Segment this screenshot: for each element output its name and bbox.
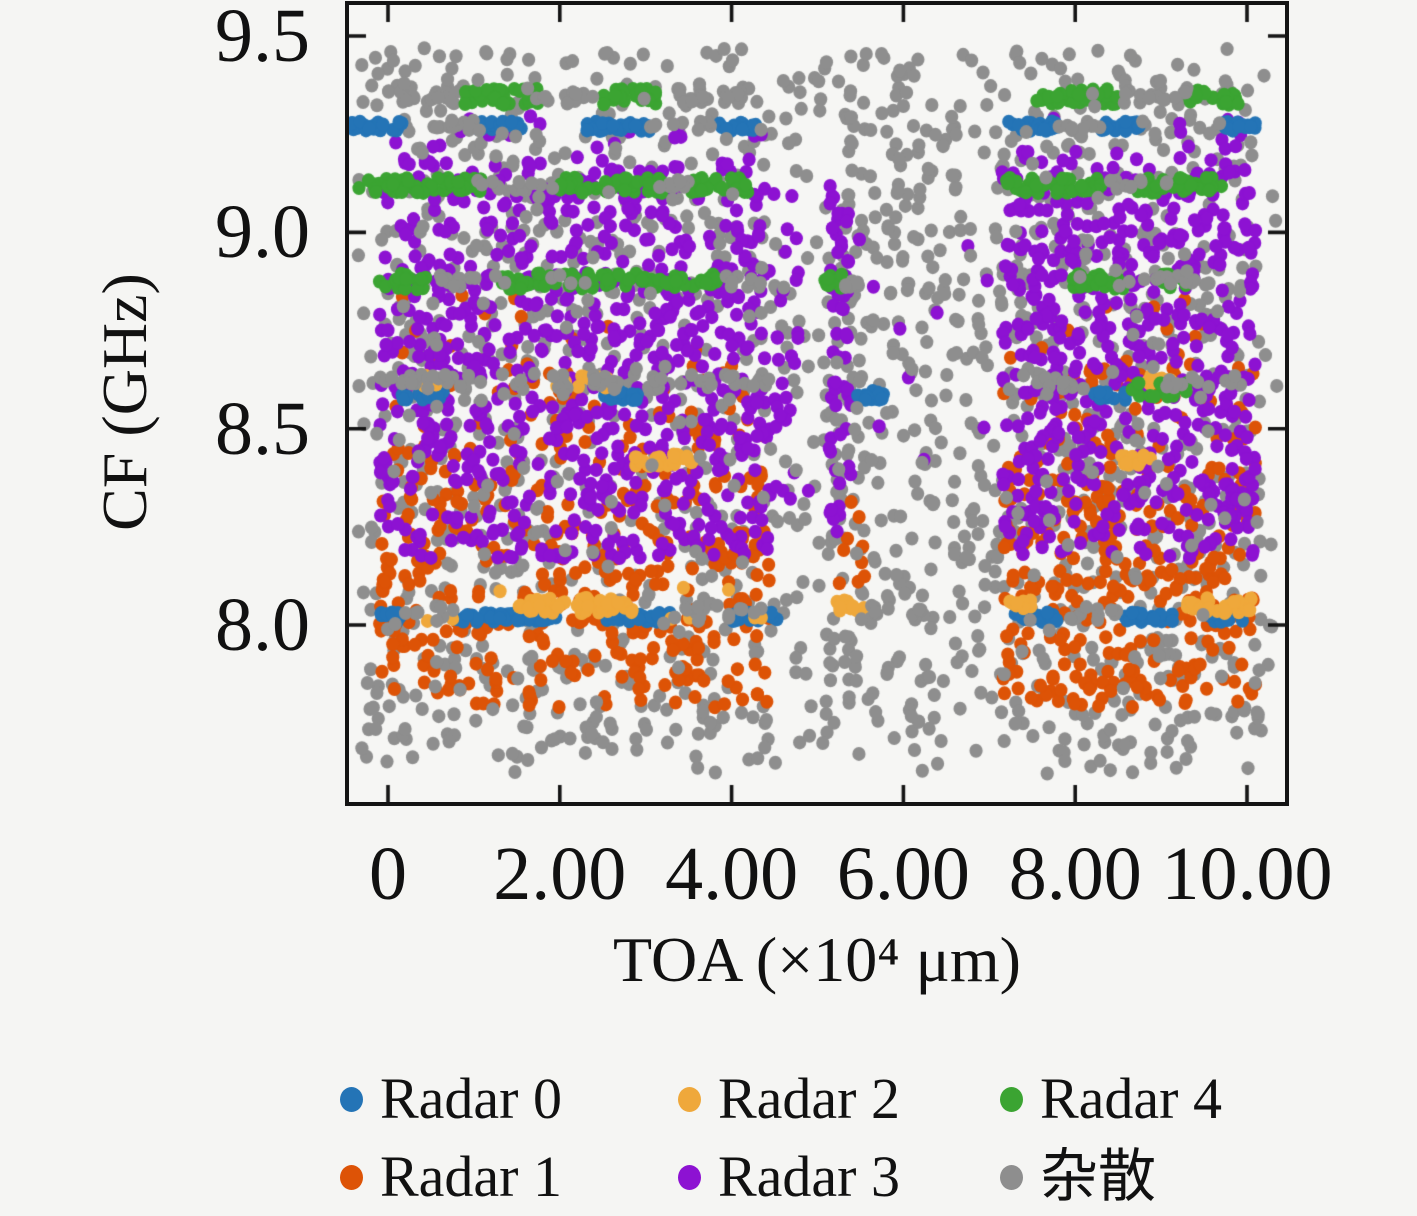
plot-frame <box>345 1 1289 806</box>
legend-label: Radar 0 <box>380 1066 562 1131</box>
legend-marker-dot-icon <box>678 1164 701 1190</box>
legend-item: 杂散 <box>1000 1147 1340 1207</box>
legend-item: Radar 4 <box>1000 1069 1340 1129</box>
legend-label: Radar 4 <box>1040 1066 1222 1131</box>
legend-item: Radar 1 <box>340 1147 678 1207</box>
x-tick-label: 10.00 <box>1161 832 1333 916</box>
y-tick-label: 8.5 <box>215 386 310 471</box>
y-tick-label: 9.0 <box>215 190 310 275</box>
legend-label: Radar 1 <box>380 1144 562 1209</box>
y-tick-label: 8.0 <box>215 583 310 668</box>
legend-marker-dot-icon <box>340 1086 363 1112</box>
legend: Radar 0 Radar 1 Radar 2 Radar 3 Radar 4 杂散 <box>340 1060 1340 1216</box>
x-tick-label: 2.00 <box>493 832 627 916</box>
legend-label: Radar 2 <box>718 1066 900 1131</box>
x-tick-label: 0 <box>369 832 407 916</box>
legend-item: Radar 2 <box>678 1069 1000 1129</box>
legend-marker-dot-icon <box>340 1164 363 1190</box>
legend-label: Radar 3 <box>718 1144 900 1209</box>
legend-marker-dot-icon <box>678 1086 701 1112</box>
legend-item: Radar 0 <box>340 1069 678 1129</box>
legend-item: Radar 3 <box>678 1147 1000 1207</box>
scatter-canvas <box>349 5 1285 802</box>
y-tick-label: 9.5 <box>215 0 310 78</box>
legend-label: 杂散 <box>1040 1144 1157 1209</box>
legend-marker-dot-icon <box>1000 1164 1023 1190</box>
x-tick-label: 4.00 <box>665 832 799 916</box>
x-tick-label: 8.00 <box>1008 832 1142 916</box>
x-axis-label: TOA (×10⁴ μm) <box>613 924 1021 995</box>
x-tick-label: 6.00 <box>836 832 970 916</box>
legend-marker-dot-icon <box>1000 1086 1023 1112</box>
